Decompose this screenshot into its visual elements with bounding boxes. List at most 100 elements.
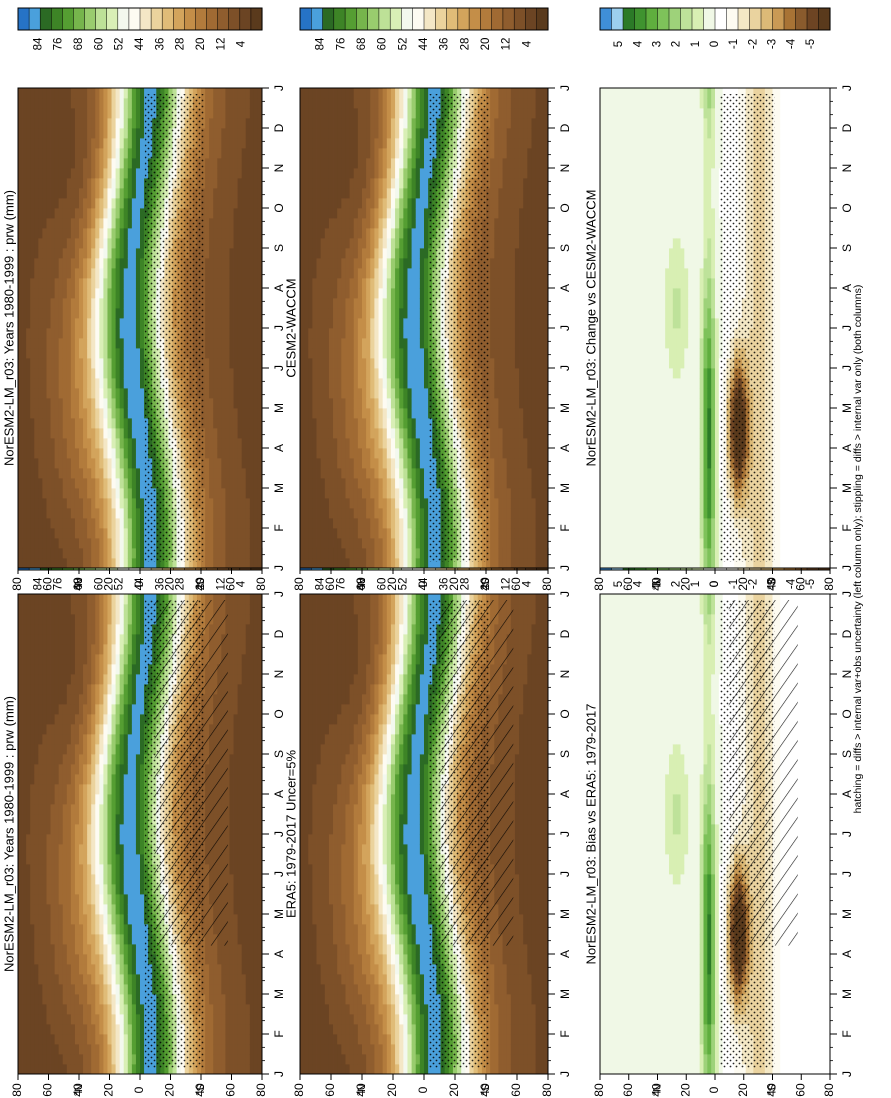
heatmap-cell (30, 298, 35, 309)
heatmap-cell (99, 684, 104, 695)
heatmap-cell (119, 754, 125, 765)
heatmap-cell (50, 1034, 55, 1045)
heatmap-cell (152, 558, 157, 569)
heatmap-cell (79, 844, 84, 855)
heatmap-cell (233, 864, 238, 875)
heatmap-cell (58, 664, 64, 675)
heatmap-cell (91, 604, 96, 615)
heatmap-cell (46, 428, 51, 439)
heatmap-cell (42, 178, 47, 189)
heatmap-cell (111, 614, 116, 625)
heatmap-cell (99, 118, 104, 129)
heatmap-cell (30, 168, 35, 179)
heatmap-cell (217, 1064, 222, 1075)
heatmap-cell (249, 924, 255, 935)
heatmap-cell (18, 814, 23, 825)
heatmap-cell (30, 704, 35, 715)
heatmap-cell (221, 954, 226, 965)
heatmap-cell (58, 518, 64, 529)
heatmap-cell (95, 148, 100, 159)
heatmap-cell (95, 508, 100, 519)
heatmap-cell (46, 368, 51, 379)
heatmap-cell (107, 508, 112, 519)
heatmap-cell (62, 924, 68, 935)
heatmap-cell (111, 924, 116, 935)
heatmap-cell (99, 228, 104, 239)
heatmap-cell (91, 248, 96, 259)
heatmap-cell (54, 924, 60, 935)
heatmap-cell (237, 1044, 243, 1055)
heatmap-cell (99, 108, 104, 119)
heatmap-cell (127, 664, 133, 675)
heatmap-cell (103, 974, 108, 985)
heatmap-cell (50, 904, 55, 915)
heatmap-cell (83, 468, 88, 479)
heatmap-cell (58, 88, 64, 99)
heatmap-cell (70, 108, 76, 119)
month-tick-label: J (272, 1071, 286, 1077)
heatmap-cell (70, 148, 76, 159)
heatmap-cell (123, 288, 129, 299)
heatmap-cell (18, 914, 23, 925)
heatmap-cell (257, 844, 263, 855)
heatmap-cell (131, 358, 137, 369)
heatmap-cell (34, 528, 39, 539)
heatmap-cell (131, 528, 137, 539)
heatmap-cell (135, 634, 141, 645)
heatmap-cell (22, 944, 27, 955)
heatmap-cell (87, 834, 92, 845)
heatmap-cell (91, 548, 96, 559)
heatmap-cell (42, 358, 47, 369)
heatmap-cell (249, 634, 255, 645)
heatmap-cell (140, 558, 145, 569)
heatmap-cell (241, 994, 247, 1005)
heatmap-cell (144, 594, 149, 605)
heatmap-cell (135, 894, 141, 905)
heatmap-cell (62, 664, 68, 675)
heatmap-cell (131, 894, 137, 905)
heatmap-cell (237, 984, 243, 995)
heatmap-cell (91, 438, 96, 449)
heatmap-cell (107, 1004, 112, 1015)
heatmap-cell (26, 744, 31, 755)
heatmap-cell (245, 834, 251, 845)
heatmap-cell (66, 408, 72, 419)
heatmap-cell (34, 754, 39, 765)
heatmap-cell (209, 1034, 214, 1045)
heatmap-cell (99, 834, 104, 845)
heatmap-cell (123, 88, 129, 99)
heatmap-cell (245, 734, 251, 745)
heatmap-cell (119, 744, 125, 755)
heatmap-cell (99, 754, 104, 765)
heatmap-cell (135, 684, 141, 695)
heatmap-cell (30, 248, 35, 259)
heatmap-cell (127, 594, 133, 605)
heatmap-cell (83, 664, 88, 675)
heatmap-cell (156, 594, 161, 605)
heatmap-cell (74, 468, 80, 479)
heatmap-cell (22, 288, 27, 299)
heatmap-cell (30, 824, 35, 835)
heatmap-cell (26, 894, 31, 905)
heatmap-cell (70, 934, 76, 945)
heatmap-cell (257, 884, 263, 895)
heatmap-cell (87, 268, 92, 279)
heatmap-cell (66, 594, 72, 605)
heatmap-cell (91, 398, 96, 409)
heatmap-cell (91, 198, 96, 209)
heatmap-cell (237, 804, 243, 815)
heatmap-cell (123, 548, 129, 559)
heatmap-cell (123, 814, 129, 825)
heatmap-cell (87, 814, 92, 825)
heatmap-cell (131, 98, 137, 109)
heatmap-cell (34, 794, 39, 805)
heatmap-cell (26, 458, 31, 469)
heatmap-cell (111, 108, 116, 119)
heatmap-cell (107, 448, 112, 459)
heatmap-cell (70, 138, 76, 149)
heatmap-cell (95, 674, 100, 685)
heatmap-cell (74, 924, 80, 935)
heatmap-cell (70, 558, 76, 569)
heatmap-cell (119, 118, 125, 129)
